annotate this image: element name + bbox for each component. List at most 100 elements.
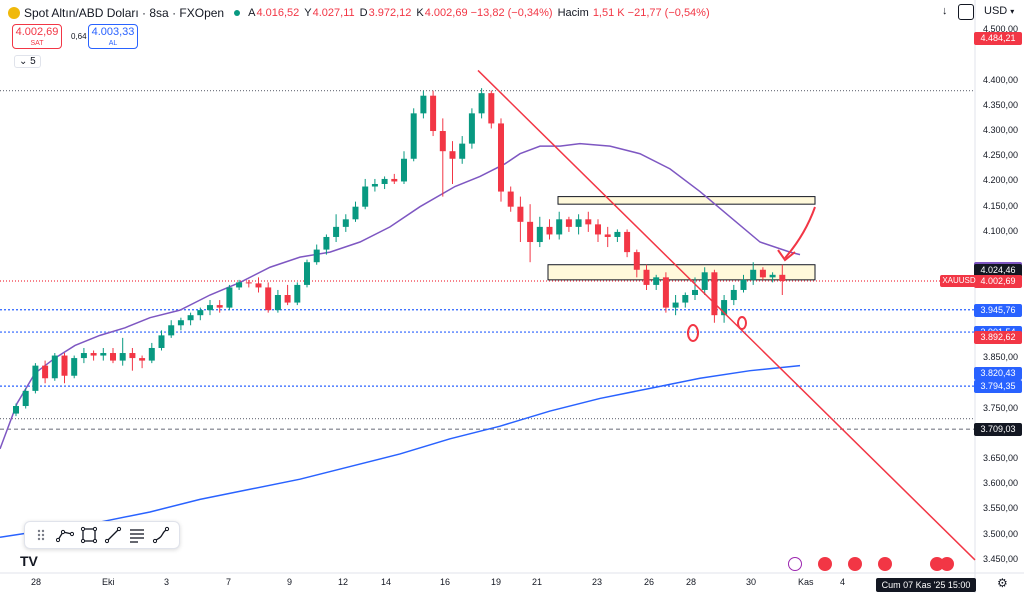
candle-body <box>168 325 175 336</box>
price-tick-label: 4.150,00 <box>983 200 1019 211</box>
candle-body <box>197 310 204 316</box>
candle-body <box>478 93 485 114</box>
currency-selector[interactable]: USD ▾ <box>984 5 1014 17</box>
text-icon[interactable] <box>125 523 149 547</box>
candle-body <box>536 226 543 243</box>
annotation-circle <box>687 324 699 342</box>
time-tick-label: 23 <box>592 577 603 587</box>
trend-tool-icon[interactable] <box>53 523 77 547</box>
sell-button[interactable]: 4.002,69 SAT <box>12 24 62 49</box>
candle-body <box>682 295 689 303</box>
annotation-circle <box>737 316 747 330</box>
symbol-legend: Spot Altın/ABD Doları · 8sa · FXOpen A 4.… <box>8 6 715 20</box>
chevron-down-icon: ⌄ <box>19 56 28 67</box>
chart-title[interactable]: Spot Altın/ABD Doları · 8sa · FXOpen <box>24 6 225 20</box>
time-tick-label: 28 <box>31 577 42 587</box>
ohlc-low-value: 3.972,12 <box>368 7 412 19</box>
candle-body <box>410 113 417 159</box>
price-level-badge: 3.820,43 <box>974 366 1022 380</box>
sell-label: SAT <box>30 40 44 47</box>
candle-body <box>304 262 310 285</box>
price-tick-label: 4.500,00 <box>983 24 1019 35</box>
candle-body <box>672 302 679 308</box>
settings-gear-icon[interactable]: ⚙ <box>997 576 1008 590</box>
price-tick-label: 4.400,00 <box>983 74 1019 85</box>
time-tick-label: 4 <box>840 577 846 587</box>
candle-body <box>177 320 184 326</box>
price-level-badge: 3.709,03 <box>974 423 1022 437</box>
dividend-event-icon[interactable] <box>788 557 802 571</box>
price-tick-label: 4.100,00 <box>983 225 1019 236</box>
candle-body <box>187 315 194 321</box>
candle-body <box>759 269 766 278</box>
candle-body <box>119 353 126 361</box>
candle-body <box>565 219 572 227</box>
buy-label: AL <box>108 40 118 47</box>
ohlc-high-label: Y <box>304 7 312 19</box>
drawing-toolbar <box>24 521 180 549</box>
candle-body <box>721 300 728 316</box>
candle-body <box>129 353 136 359</box>
ohlc-open-value: 4.016,52 <box>256 7 300 19</box>
ohlc-close-value: 4.002,69 −13,82 (−0,34%) <box>424 7 553 19</box>
rectangle-icon[interactable] <box>77 523 101 547</box>
time-tick-label: 7 <box>226 577 232 587</box>
volume-value: 1,51 K −21,77 (−0,54%) <box>592 7 710 19</box>
brush-icon[interactable] <box>149 523 173 547</box>
candle-body <box>750 269 757 280</box>
buy-button[interactable]: 4.003,33 AL <box>88 24 138 49</box>
candle-body <box>430 95 437 132</box>
time-tick-label: 16 <box>440 577 451 587</box>
candle-body <box>100 353 107 356</box>
candle-body <box>701 272 708 290</box>
candle-body <box>517 206 524 222</box>
candle-body <box>80 353 87 359</box>
slow-moving-average-line <box>0 364 801 538</box>
candle-body <box>22 390 29 407</box>
candle-body <box>226 287 233 308</box>
price-tick-label: 3.450,00 <box>983 553 1019 564</box>
spread-value: 0,64 <box>71 32 87 41</box>
indicators-toggle[interactable]: ⌄ 5 <box>14 55 41 68</box>
price-level-badge: 3.892,62 <box>974 330 1022 344</box>
sell-price: 4.002,69 <box>15 26 59 38</box>
us-flag-event-icon[interactable] <box>940 557 954 571</box>
time-tick-label: 26 <box>644 577 655 587</box>
candle-body <box>420 95 427 114</box>
us-flag-event-icon[interactable] <box>878 557 892 571</box>
line-icon[interactable] <box>101 523 125 547</box>
crosshair-time-label: Cum 07 Kas '25 15:00 <box>876 578 976 592</box>
candle-body <box>575 219 582 227</box>
price-tick-label: 4.250,00 <box>983 150 1019 161</box>
candle-body <box>352 206 359 220</box>
candle-body <box>245 282 252 284</box>
screenshot-icon[interactable] <box>958 4 974 20</box>
candle-body <box>488 93 495 124</box>
candle-body <box>459 143 466 159</box>
chevron-down-icon: ▾ <box>1010 7 1015 16</box>
us-flag-event-icon[interactable] <box>818 557 832 571</box>
time-tick-label: 30 <box>746 577 757 587</box>
candle-body <box>556 219 563 235</box>
price-level-badge: 3.945,76 <box>974 303 1022 317</box>
price-tick-label: 3.850,00 <box>983 352 1019 363</box>
candle-body <box>274 295 281 311</box>
candle-body <box>614 231 621 237</box>
scroll-down-icon[interactable]: ↓ <box>942 5 948 17</box>
candle-body <box>284 295 291 303</box>
price-tick-label: 3.750,00 <box>983 402 1019 413</box>
candle-body <box>381 178 388 184</box>
candle-body <box>32 365 39 391</box>
price-tick-label: 3.600,00 <box>983 478 1019 489</box>
fast-moving-average-line <box>0 142 801 450</box>
drag-handle-icon[interactable] <box>29 523 53 547</box>
us-flag-event-icon[interactable] <box>848 557 862 571</box>
support-resistance-zone <box>547 264 816 281</box>
price-level-badge: 4.484,21 <box>974 32 1022 46</box>
price-tick-label: 4.350,00 <box>983 99 1019 110</box>
candle-body <box>643 269 650 285</box>
candle-body <box>207 305 213 311</box>
annotation-arrow <box>784 206 816 259</box>
time-tick-label: 28 <box>686 577 697 587</box>
